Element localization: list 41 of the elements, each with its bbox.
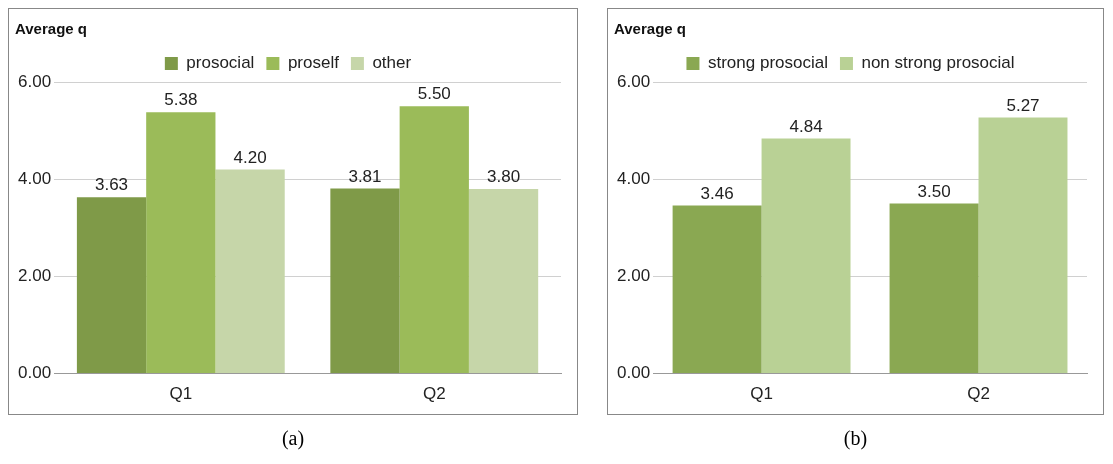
data-label: 4.20 <box>233 147 267 167</box>
y-tick-label: 6.00 <box>616 71 651 91</box>
text: (b) <box>842 427 869 450</box>
data-label: 3.80 <box>487 167 521 187</box>
bar <box>146 112 216 374</box>
bar <box>978 117 1068 374</box>
bar <box>468 188 539 374</box>
legend-label: other <box>372 53 412 73</box>
bar <box>215 169 285 374</box>
x-tick-label: Q1 <box>169 384 193 404</box>
y-tick-label: 2.00 <box>616 266 651 286</box>
y-tick-label: 4.00 <box>17 168 52 188</box>
data-label: 3.46 <box>700 183 734 203</box>
chart-title: Average q <box>15 20 87 38</box>
data-label: 4.84 <box>789 116 823 136</box>
chart-title: Average q <box>614 20 686 38</box>
bar <box>672 205 762 374</box>
legend-label: prosocial <box>186 53 255 73</box>
bar <box>889 203 979 374</box>
text: (a) <box>280 427 306 450</box>
y-tick-label: 4.00 <box>616 168 651 188</box>
bar <box>330 188 400 374</box>
y-tick-label: 2.00 <box>17 266 52 286</box>
y-tick-label: 0.00 <box>17 363 52 383</box>
y-tick-label: 6.00 <box>17 71 52 91</box>
data-label: 3.81 <box>348 166 382 186</box>
data-label: 5.38 <box>164 90 198 110</box>
bar <box>399 106 469 374</box>
x-tick-label: Q2 <box>967 384 990 404</box>
legend-label: proself <box>287 53 340 73</box>
bar <box>76 197 147 374</box>
y-tick-label: 0.00 <box>616 363 651 383</box>
x-tick-label: Q2 <box>422 384 446 404</box>
legend-label: strong prosocial <box>707 53 828 73</box>
data-label: 3.63 <box>94 175 129 195</box>
data-label: 3.50 <box>917 181 951 201</box>
legend-label: non strong prosocial <box>861 53 1015 73</box>
data-label: 5.27 <box>1006 95 1040 115</box>
x-tick-label: Q1 <box>750 384 773 404</box>
data-label: 5.50 <box>417 84 451 104</box>
bar <box>761 138 851 374</box>
